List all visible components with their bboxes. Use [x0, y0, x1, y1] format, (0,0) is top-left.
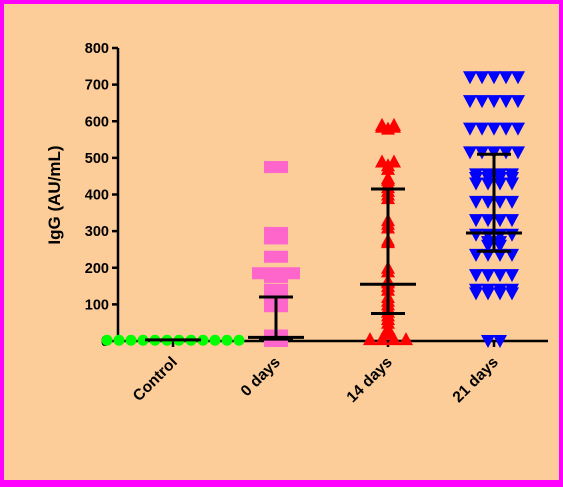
data-point	[511, 95, 525, 109]
data-point	[487, 95, 501, 109]
data-point	[499, 122, 513, 136]
data-point	[481, 269, 495, 283]
data-point	[481, 283, 495, 297]
x-tick-label: 21 days	[450, 354, 502, 406]
data-point	[276, 283, 288, 296]
data-point	[363, 332, 377, 346]
data-point	[511, 122, 525, 136]
data-point	[387, 117, 401, 131]
data-point	[481, 236, 495, 250]
data-point	[481, 195, 495, 209]
y-tick-label: 400	[85, 188, 109, 204]
data-point	[264, 283, 276, 296]
data-point	[276, 161, 288, 174]
data-point	[463, 95, 477, 109]
data-point	[469, 269, 483, 283]
data-point	[463, 146, 477, 160]
data-point	[481, 168, 495, 182]
data-point	[264, 226, 276, 239]
data-point	[469, 283, 483, 297]
data-point	[381, 158, 395, 172]
data-point	[487, 122, 501, 136]
data-point	[481, 335, 495, 348]
data-point	[505, 214, 519, 228]
y-tick-label: 600	[85, 114, 109, 130]
data-point	[505, 283, 519, 297]
x-tick-label: 14 days	[344, 354, 396, 406]
data-point	[209, 334, 221, 346]
data-point	[475, 122, 489, 136]
data-point	[276, 267, 288, 280]
data-point	[276, 226, 288, 239]
data-point	[197, 334, 209, 346]
data-point	[469, 228, 483, 242]
x-tick-label: 0 days	[238, 354, 284, 400]
data-point	[493, 269, 507, 283]
data-point	[264, 161, 276, 174]
data-point	[493, 335, 507, 348]
data-point	[475, 95, 489, 109]
y-tick-label: 800	[85, 41, 109, 57]
y-tick-label: 100	[85, 297, 109, 313]
x-tick-label: Control	[130, 354, 181, 405]
data-point	[505, 228, 519, 242]
data-point	[276, 250, 288, 263]
data-point	[252, 267, 264, 280]
data-point	[463, 71, 477, 85]
data-point	[505, 168, 519, 182]
data-point	[375, 117, 389, 131]
data-point	[511, 71, 525, 85]
data-point	[381, 171, 395, 185]
data-point	[493, 195, 507, 209]
data-point	[233, 334, 245, 346]
data-point	[101, 334, 113, 346]
data-point	[481, 214, 495, 228]
data-point	[493, 168, 507, 182]
data-point	[493, 214, 507, 228]
data-point	[511, 146, 525, 160]
data-point	[469, 168, 483, 182]
data-point	[499, 95, 513, 109]
data-point	[264, 250, 276, 263]
data-point	[125, 334, 137, 346]
y-axis-label: IgG (AU/mL)	[45, 145, 64, 244]
data-point	[221, 334, 233, 346]
data-point	[505, 195, 519, 209]
y-tick-label: 700	[85, 78, 109, 94]
data-point	[288, 267, 300, 280]
data-point	[463, 122, 477, 136]
data-point	[264, 267, 276, 280]
y-tick-label: 200	[85, 261, 109, 277]
data-point	[137, 334, 149, 346]
data-point	[505, 269, 519, 283]
data-point	[469, 195, 483, 209]
data-point	[399, 332, 413, 346]
data-point	[375, 154, 389, 168]
data-point	[493, 283, 507, 297]
data-point	[487, 71, 501, 85]
data-point	[499, 71, 513, 85]
y-tick-label: 300	[85, 224, 109, 240]
data-point	[469, 214, 483, 228]
data-point	[113, 334, 125, 346]
data-point	[493, 236, 507, 250]
y-tick-label: 500	[85, 151, 109, 167]
data-point	[475, 71, 489, 85]
data-point	[387, 154, 401, 168]
